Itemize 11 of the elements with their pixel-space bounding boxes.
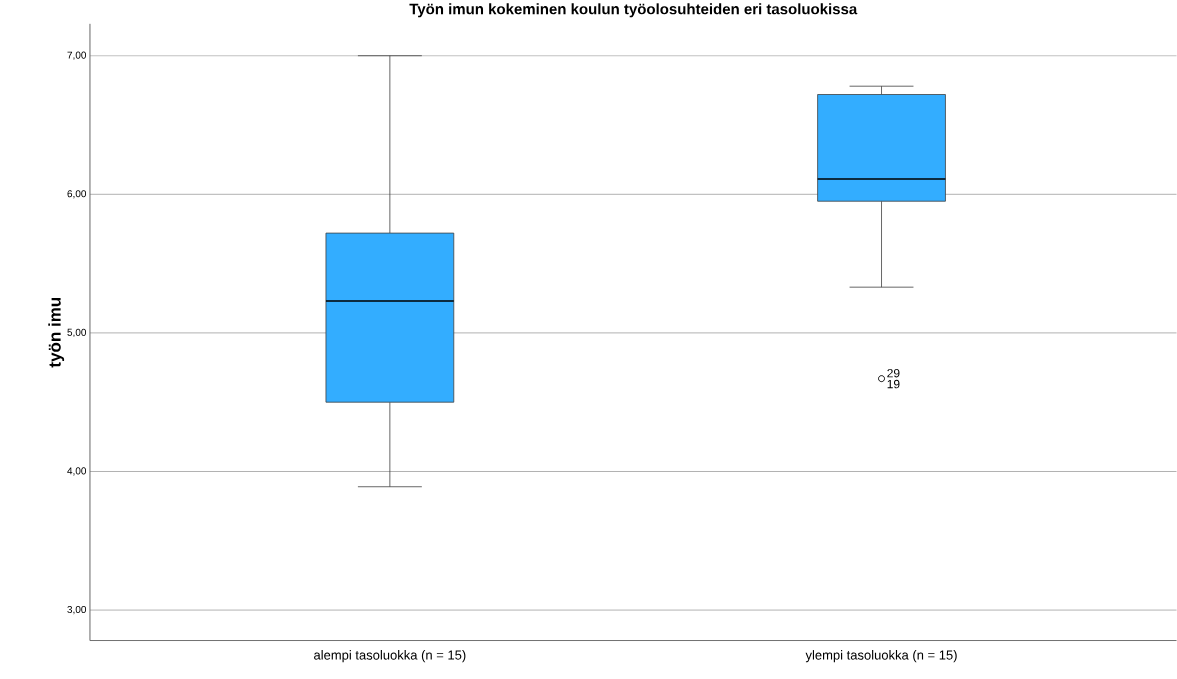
chart-title: Työn imun kokeminen koulun työolosuhteiden eri tasoluokissa xyxy=(409,3,858,18)
y-tick-label: 5,00 xyxy=(67,328,87,338)
annotation: 29 xyxy=(887,369,900,378)
annotation: 19 xyxy=(887,380,900,389)
x-tick-label: ylempi tasoluokka (n = 15) xyxy=(805,650,957,663)
y-tick-label: 7,00 xyxy=(67,51,87,61)
y-tick-label: 6,00 xyxy=(67,190,87,199)
x-tick-label: alempi tasoluokka (n = 15) xyxy=(314,650,466,663)
y-tick-label: 4,00 xyxy=(67,467,87,476)
y-tick-label: 3,00 xyxy=(67,606,87,615)
y-axis-title: työn imu xyxy=(48,298,65,368)
